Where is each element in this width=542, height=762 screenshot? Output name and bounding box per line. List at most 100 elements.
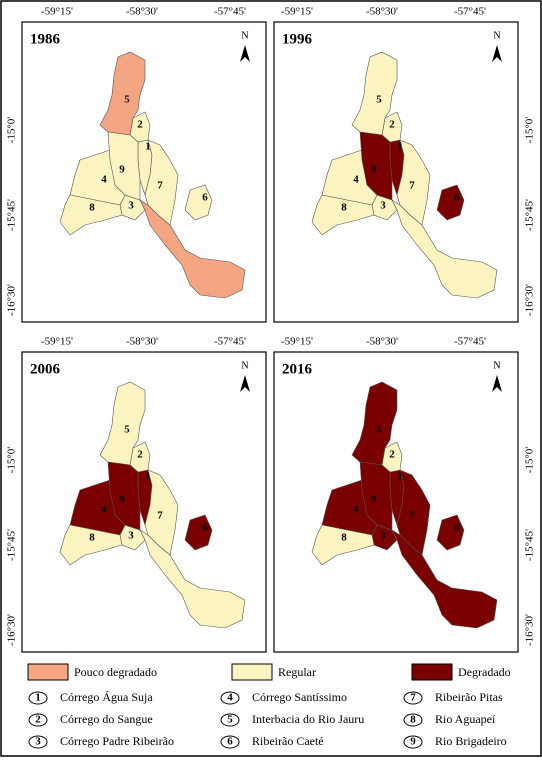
y-tick-label: -15°0' <box>524 447 536 474</box>
legend-swatch <box>411 663 453 681</box>
x-tick-label: -57°45' <box>214 336 246 348</box>
basin <box>359 131 393 201</box>
basin-name: Córrego do Sangue <box>60 712 153 726</box>
basin-number: 6 <box>454 522 460 534</box>
basin-number: 9 <box>371 494 377 506</box>
basin-icon <box>220 691 240 705</box>
basin-number: 5 <box>124 94 130 106</box>
basin-number: 8 <box>341 202 347 214</box>
basin-number: 3 <box>128 530 134 542</box>
x-tick-label: -58°30' <box>366 6 398 18</box>
basin <box>184 514 213 551</box>
basin <box>144 469 179 556</box>
basin-name: Córrego Santíssimo <box>252 690 347 704</box>
basin-icon-number: 6 <box>227 736 233 748</box>
basin <box>311 194 375 236</box>
x-tick-label: -59°15' <box>41 6 73 18</box>
basin-number: 2 <box>389 119 395 131</box>
north-arrow <box>492 375 502 392</box>
basin-number: 1 <box>145 141 151 153</box>
basin-number: 1 <box>397 141 403 153</box>
north-label: N <box>241 360 248 371</box>
basin-number: 4 <box>353 504 359 516</box>
panel-year: 1986 <box>30 31 61 47</box>
panel-year: 2006 <box>30 361 61 377</box>
x-tick-label: -59°15' <box>281 6 313 18</box>
north-arrow <box>240 375 250 392</box>
basin-icon <box>403 735 423 749</box>
y-tick-label: -15°45' <box>524 199 536 231</box>
basin-number: 7 <box>157 180 163 192</box>
basin-number: 1 <box>397 471 403 483</box>
basin <box>436 184 465 221</box>
basin-number: 9 <box>119 164 125 176</box>
y-tick-label: -15°0' <box>6 117 18 144</box>
basin <box>107 461 141 531</box>
basin <box>396 139 431 226</box>
basin-number: 6 <box>202 522 208 534</box>
north-label: N <box>493 30 500 41</box>
y-tick-label: -16°30' <box>524 284 536 316</box>
panel-year: 2016 <box>282 361 313 377</box>
basin-icon-number: 3 <box>35 736 41 748</box>
y-tick-label: -15°0' <box>6 447 18 474</box>
basin-icon-number: 4 <box>227 692 233 704</box>
basin <box>144 139 179 226</box>
basin-icon <box>28 735 48 749</box>
legend-swatch <box>27 663 69 681</box>
x-tick-label: -59°15' <box>281 336 313 348</box>
basin <box>184 184 213 221</box>
y-tick-label: -15°45' <box>6 529 18 561</box>
legend-label: Regular <box>278 665 316 679</box>
basin-number: 8 <box>341 532 347 544</box>
basin-number: 3 <box>128 200 134 212</box>
basin-number: 7 <box>409 510 415 522</box>
basin <box>59 194 123 236</box>
basin-number: 6 <box>454 192 460 204</box>
basin-number: 7 <box>409 180 415 192</box>
basin-number: 8 <box>89 202 95 214</box>
basin <box>436 514 465 551</box>
y-tick-label: -15°45' <box>6 199 18 231</box>
basin-icon <box>28 713 48 727</box>
basin-name: Interbacia do Rio Jauru <box>252 712 364 726</box>
basin-icon <box>403 713 423 727</box>
y-tick-label: -15°45' <box>524 529 536 561</box>
north-label: N <box>493 360 500 371</box>
basin <box>396 469 431 556</box>
basin-number: 1 <box>145 471 151 483</box>
basin-number: 2 <box>137 449 143 461</box>
y-tick-label: -16°30' <box>6 284 18 316</box>
basin-number: 3 <box>380 200 386 212</box>
basin-icon <box>28 691 48 705</box>
legend-label: Pouco degradado <box>74 665 157 679</box>
basin-icon <box>220 735 240 749</box>
basin-number: 5 <box>124 424 130 436</box>
basin-number: 4 <box>101 174 107 186</box>
basin-icon-number: 9 <box>410 736 416 748</box>
x-tick-label: -58°30' <box>366 336 398 348</box>
basin-name: Córrego Água Suja <box>60 690 153 704</box>
basin-icon <box>220 713 240 727</box>
x-tick-label: -58°30' <box>126 336 158 348</box>
basin-number: 9 <box>371 164 377 176</box>
y-tick-label: -15°0' <box>524 117 536 144</box>
north-arrow <box>240 45 250 62</box>
x-tick-label: -57°45' <box>454 6 486 18</box>
basin-number: 8 <box>89 532 95 544</box>
basin-number: 7 <box>157 510 163 522</box>
legend-label: Degradado <box>458 665 511 679</box>
basin-name: Córrego Padre Ribeirão <box>60 734 174 748</box>
basin-number: 2 <box>389 449 395 461</box>
x-tick-label: -58°30' <box>126 6 158 18</box>
basin-number: 6 <box>202 192 208 204</box>
basin-icon-number: 5 <box>227 714 233 726</box>
north-arrow <box>492 45 502 62</box>
basin-name: Rio Brigadeiro <box>435 734 507 748</box>
basin-icon-number: 1 <box>35 692 41 704</box>
x-tick-label: -57°45' <box>454 336 486 348</box>
x-tick-label: -57°45' <box>214 6 246 18</box>
basin-icon-number: 8 <box>410 714 416 726</box>
basin-number: 9 <box>119 494 125 506</box>
basin-icon-number: 7 <box>410 692 416 704</box>
